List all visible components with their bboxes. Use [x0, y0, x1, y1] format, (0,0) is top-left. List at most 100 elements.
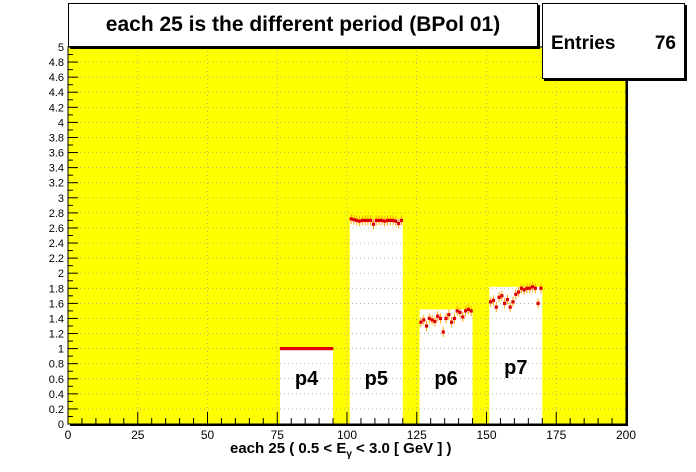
data-point: [461, 315, 465, 319]
period-label-p5: p5: [365, 368, 388, 390]
period-fill-p4: [280, 348, 334, 424]
period-fill-p7: [489, 286, 543, 424]
data-point: [433, 319, 437, 324]
y-tick-label: 4: [58, 117, 64, 129]
data-point: [321, 347, 325, 351]
x-tick-label: 75: [271, 428, 285, 442]
data-point: [533, 286, 537, 290]
data-point: [491, 298, 496, 302]
data-point: [455, 309, 459, 313]
y-tick-label: 4.8: [49, 57, 64, 69]
x-tick-label: 25: [131, 428, 145, 442]
x-tick-label: 200: [616, 428, 636, 442]
y-tick-label: 0.6: [49, 374, 64, 386]
data-point: [447, 313, 451, 317]
x-tick-label: 175: [546, 428, 566, 442]
data-point: [458, 310, 462, 315]
data-point: [371, 222, 376, 226]
data-point: [530, 285, 535, 289]
data-point: [369, 218, 373, 223]
data-point: [466, 307, 470, 311]
data-point: [279, 347, 284, 351]
data-point: [299, 347, 303, 351]
data-point: [452, 316, 457, 321]
data-point: [463, 309, 468, 313]
data-point: [360, 218, 364, 223]
data-point: [380, 218, 384, 223]
data-point: [397, 221, 401, 226]
y-tick-label: 2: [58, 268, 64, 280]
y-tick-label: 4.2: [49, 102, 64, 114]
data-point: [310, 347, 314, 351]
y-tick-label: 0.2: [49, 404, 64, 416]
data-point: [441, 330, 445, 334]
data-point: [450, 320, 454, 324]
data-point: [290, 347, 295, 351]
y-tick-label: 3.8: [49, 132, 64, 144]
data-point: [307, 347, 311, 351]
data-point: [282, 347, 286, 351]
data-point: [302, 347, 306, 351]
data-point: [503, 301, 507, 305]
y-tick-label: 1: [58, 344, 64, 356]
x-tick-label: 100: [337, 428, 357, 442]
y-tick-label: 1.8: [49, 283, 64, 295]
x-axis-title-tail: < 3.0 [ GeV ] ): [351, 440, 452, 457]
data-point: [316, 347, 320, 351]
y-tick-label: 3.2: [49, 178, 64, 190]
data-point: [293, 347, 297, 351]
y-tick-label: 2.4: [49, 238, 64, 250]
data-point: [304, 347, 309, 351]
data-point: [349, 217, 353, 221]
data-point: [424, 324, 429, 328]
x-tick-label: 50: [201, 428, 215, 442]
data-point: [391, 218, 395, 223]
data-point: [288, 347, 292, 351]
stats-box: Entries 76: [542, 3, 685, 79]
y-tick-label: 3.4: [49, 163, 64, 175]
period-label-p4: p4: [295, 368, 319, 390]
data-point: [313, 347, 317, 351]
x-tick-label: 125: [407, 428, 427, 442]
period-fill-p6: [419, 309, 473, 424]
data-point: [427, 316, 431, 321]
y-tick-label: 2.2: [49, 253, 64, 265]
y-tick-label: 4.6: [49, 72, 64, 84]
y-tick-label: 1.4: [49, 313, 64, 325]
data-point: [505, 297, 510, 302]
stats-entries-label: Entries: [551, 33, 616, 54]
data-point: [528, 286, 532, 290]
data-point: [357, 219, 362, 223]
data-point: [324, 347, 328, 351]
data-point: [327, 347, 331, 351]
x-tick-label: 0: [65, 428, 72, 442]
period-label-p7: p7: [504, 357, 527, 379]
y-tick-label: 2.8: [49, 208, 64, 220]
data-point: [494, 305, 498, 309]
y-tick-label: 1.6: [49, 298, 64, 310]
data-point: [374, 218, 378, 223]
data-point: [519, 286, 523, 290]
x-axis-title-subscript: γ: [346, 449, 352, 460]
data-point: [399, 218, 404, 223]
data-point: [536, 301, 540, 305]
stats-entries-value: 76: [654, 33, 676, 54]
data-point: [366, 218, 370, 223]
data-point: [419, 320, 423, 324]
data-point: [497, 295, 501, 299]
y-tick-label: 0: [58, 419, 64, 431]
y-tick-label: 0.8: [49, 359, 64, 371]
data-point: [318, 347, 323, 351]
data-point: [394, 219, 398, 223]
data-point: [352, 218, 356, 222]
y-tick-label: 5: [58, 42, 64, 54]
period-fill-p5: [349, 218, 403, 424]
data-point: [514, 292, 518, 296]
data-point: [539, 286, 543, 290]
data-point: [489, 300, 493, 304]
data-point: [388, 218, 392, 223]
y-tick-label: 3.6: [49, 148, 64, 160]
data-point: [444, 316, 448, 321]
